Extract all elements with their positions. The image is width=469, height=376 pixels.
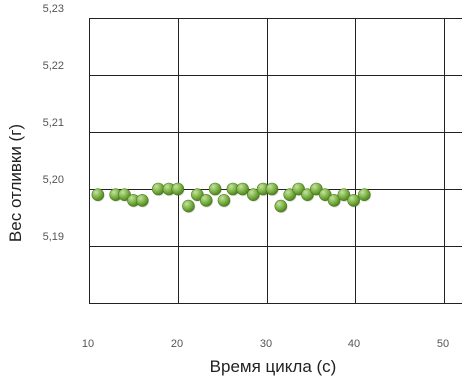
x-tick-label: 10: [82, 338, 94, 350]
data-point: [199, 194, 213, 207]
y-axis-title: Вес отливки (г): [6, 124, 25, 242]
data-point: [337, 188, 351, 201]
data-point: [191, 188, 204, 201]
y-tick-label: 5,20: [43, 174, 64, 186]
data-point: [217, 194, 231, 207]
y-tick-label: 5,19: [43, 231, 64, 243]
data-point: [208, 182, 222, 196]
x-axis-ticks: 10 20 30 40 50: [82, 338, 449, 350]
data-point: [347, 194, 360, 207]
data-point: [310, 182, 323, 196]
data-point: [182, 199, 195, 213]
data-point: [358, 188, 371, 201]
data-point: [301, 188, 314, 201]
x-tick-label: 40: [348, 338, 360, 350]
grid: [89, 18, 462, 304]
data-point: [265, 182, 279, 196]
data-point: [118, 188, 131, 201]
data-point: [292, 182, 305, 196]
data-point: [171, 182, 185, 196]
x-tick-label: 20: [171, 338, 183, 350]
data-point: [236, 182, 249, 196]
y-axis-ticks: 5,19 5,20 5,21 5,22 5,23: [43, 3, 64, 243]
data-points: [91, 182, 372, 214]
data-point: [327, 194, 341, 207]
x-tick-label: 50: [437, 338, 449, 350]
data-point: [246, 188, 260, 201]
x-axis-title: Время цикла (с): [210, 357, 337, 376]
data-point: [274, 199, 288, 213]
data-point: [318, 188, 332, 201]
x-tick-label: 30: [260, 338, 272, 350]
y-tick-label: 5,23: [43, 3, 64, 15]
y-tick-label: 5,22: [43, 60, 64, 72]
data-point: [135, 194, 149, 207]
data-point: [283, 188, 297, 201]
data-point: [151, 182, 165, 196]
data-point: [91, 188, 105, 201]
y-tick-label: 5,21: [43, 117, 64, 129]
